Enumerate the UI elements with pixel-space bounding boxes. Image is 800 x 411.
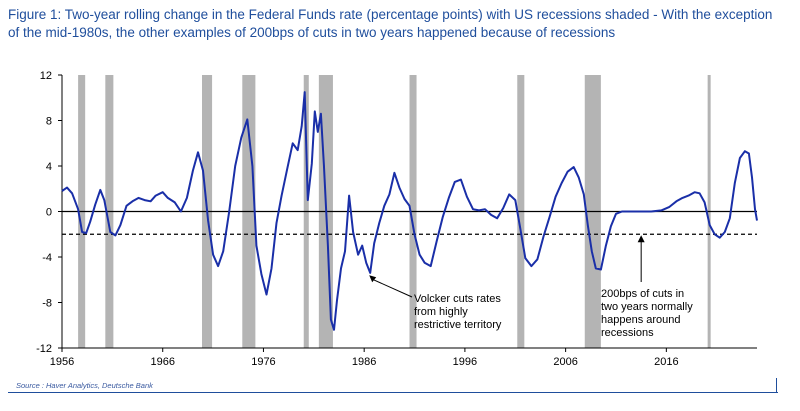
volcker-arrow-head xyxy=(369,275,377,283)
chart-title: Figure 1: Two-year rolling change in the… xyxy=(8,7,773,40)
cuts-annotation-line: recessions xyxy=(601,327,654,339)
y-tick-label: -4 xyxy=(42,252,52,264)
y-tick-label: -8 xyxy=(42,298,52,310)
cuts-annotation-line: two years normally xyxy=(601,301,693,313)
y-tick-label: -12 xyxy=(36,343,52,355)
x-tick-label: 1966 xyxy=(150,356,174,368)
y-tick-label: 4 xyxy=(46,161,52,173)
volcker-arrow-line xyxy=(372,278,413,298)
fed-funds-change-line-0 xyxy=(61,91,758,331)
y-tick-label: 8 xyxy=(46,116,52,128)
volcker-annotation-line: Volcker cuts rates xyxy=(414,293,501,305)
cuts-annotation-line: happens around xyxy=(601,314,681,326)
y-tick-label: 12 xyxy=(40,70,52,82)
source-note: Source : Haver Analytics, Deutsche Bank xyxy=(16,381,153,390)
x-tick-label: 2016 xyxy=(654,356,678,368)
x-tick-label: 2006 xyxy=(553,356,577,368)
volcker-annotation-line: from highly xyxy=(414,306,468,318)
x-tick-label: 1986 xyxy=(352,356,376,368)
x-tick-label: 1976 xyxy=(251,356,275,368)
bottom-rule xyxy=(8,392,778,393)
x-tick-label: 1996 xyxy=(453,356,477,368)
x-tick-label: 1956 xyxy=(50,356,74,368)
y-tick-label: 0 xyxy=(46,207,52,219)
series xyxy=(61,91,758,331)
right-rule xyxy=(776,378,777,393)
cuts-arrow-head xyxy=(637,235,645,243)
volcker-annotation-line: restrictive territory xyxy=(414,319,502,331)
cuts-annotation-line: 200bps of cuts in xyxy=(601,288,684,300)
